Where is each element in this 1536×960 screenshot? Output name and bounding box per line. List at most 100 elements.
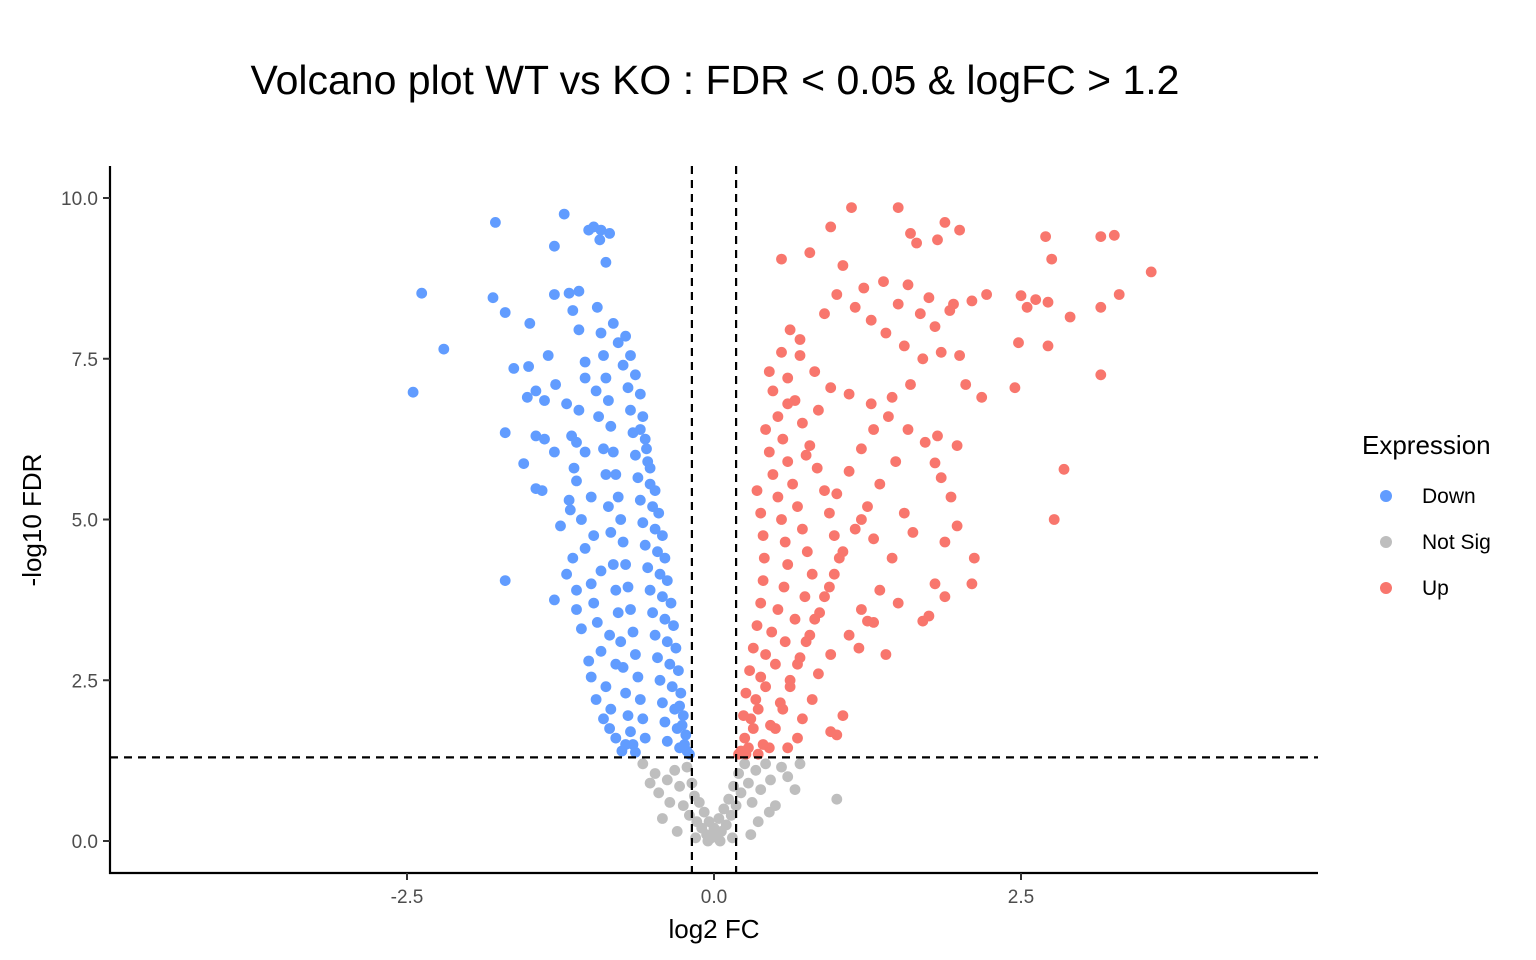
data-point xyxy=(598,443,609,455)
data-point xyxy=(831,488,843,500)
data-point xyxy=(654,674,666,686)
data-point xyxy=(1042,340,1054,352)
data-point xyxy=(499,427,511,439)
data-point xyxy=(929,321,941,332)
data-point xyxy=(945,491,957,503)
data-point xyxy=(639,539,651,551)
x-tick-label: -2.5 xyxy=(391,887,424,908)
data-point xyxy=(784,324,796,336)
data-point xyxy=(804,629,816,641)
data-point xyxy=(939,536,951,548)
data-point xyxy=(499,307,511,318)
data-point xyxy=(789,613,801,625)
data-point xyxy=(819,308,830,320)
legend-item: Up xyxy=(1380,577,1449,600)
data-point xyxy=(739,758,751,770)
data-point xyxy=(898,507,910,519)
data-point xyxy=(549,240,560,252)
legend-swatch xyxy=(1380,582,1392,594)
data-point xyxy=(772,411,784,422)
data-point xyxy=(843,629,855,641)
data-point xyxy=(637,713,649,725)
data-point xyxy=(539,395,550,406)
data-point xyxy=(935,472,947,484)
data-point xyxy=(620,559,631,570)
data-point xyxy=(856,443,867,455)
data-point xyxy=(625,404,636,416)
data-point xyxy=(782,456,794,467)
data-point xyxy=(951,520,963,532)
data-point xyxy=(607,559,619,570)
data-point xyxy=(779,536,791,548)
data-point xyxy=(1030,294,1042,305)
data-point xyxy=(630,369,641,381)
y-tick-label: 7.5 xyxy=(72,350,98,371)
data-point xyxy=(563,494,575,506)
y-tick-label: 2.5 xyxy=(72,671,98,692)
data-point xyxy=(874,584,886,596)
data-point xyxy=(1095,369,1107,381)
data-point xyxy=(652,546,663,558)
data-point xyxy=(549,289,560,300)
data-point xyxy=(620,330,631,342)
data-point xyxy=(661,735,673,747)
data-point xyxy=(622,382,634,394)
data-point xyxy=(779,636,791,648)
data-point xyxy=(760,681,771,693)
data-point xyxy=(610,584,622,596)
data-point xyxy=(561,568,572,580)
data-point xyxy=(932,234,943,246)
chart-title: Volcano plot WT vs KO : FDR < 0.05 & log… xyxy=(251,57,1180,103)
data-point xyxy=(657,697,668,709)
data-point xyxy=(612,337,624,349)
data-point xyxy=(1048,514,1060,525)
data-point xyxy=(579,356,591,368)
data-point xyxy=(862,501,873,512)
data-point xyxy=(657,591,668,603)
y-tick-label: 0.0 xyxy=(72,832,98,853)
data-point xyxy=(856,514,867,525)
data-point xyxy=(607,318,619,329)
data-point xyxy=(573,285,585,297)
data-point xyxy=(824,507,835,519)
data-point xyxy=(777,433,789,445)
data-point xyxy=(630,746,641,758)
data-point xyxy=(825,649,837,660)
data-point xyxy=(776,761,787,773)
data-point xyxy=(782,372,794,384)
data-point xyxy=(892,202,904,214)
data-point xyxy=(755,507,767,519)
y-tick-label: 10.0 xyxy=(61,189,98,210)
data-point xyxy=(932,430,943,442)
data-point xyxy=(751,485,763,496)
data-point xyxy=(800,449,812,461)
data-point xyxy=(833,552,845,564)
data-point xyxy=(605,527,617,538)
data-point xyxy=(568,462,580,474)
data-point xyxy=(594,234,606,246)
data-point xyxy=(954,350,965,361)
data-point xyxy=(605,703,617,715)
data-point xyxy=(763,446,775,458)
data-point xyxy=(976,391,988,403)
data-point xyxy=(693,797,705,808)
data-point xyxy=(644,777,656,789)
data-point xyxy=(416,287,428,299)
data-point xyxy=(549,446,560,458)
data-point xyxy=(849,301,861,313)
data-point xyxy=(665,597,677,609)
data-point xyxy=(670,642,682,654)
data-point xyxy=(806,568,818,580)
data-point xyxy=(612,491,624,503)
data-point xyxy=(776,514,787,525)
data-point xyxy=(825,726,837,738)
data-point xyxy=(681,761,693,773)
data-point xyxy=(794,334,806,345)
data-point xyxy=(490,217,501,228)
data-point xyxy=(919,436,931,448)
data-point xyxy=(634,694,646,705)
data-point xyxy=(770,658,781,670)
data-point xyxy=(677,800,689,811)
data-point xyxy=(797,417,808,429)
